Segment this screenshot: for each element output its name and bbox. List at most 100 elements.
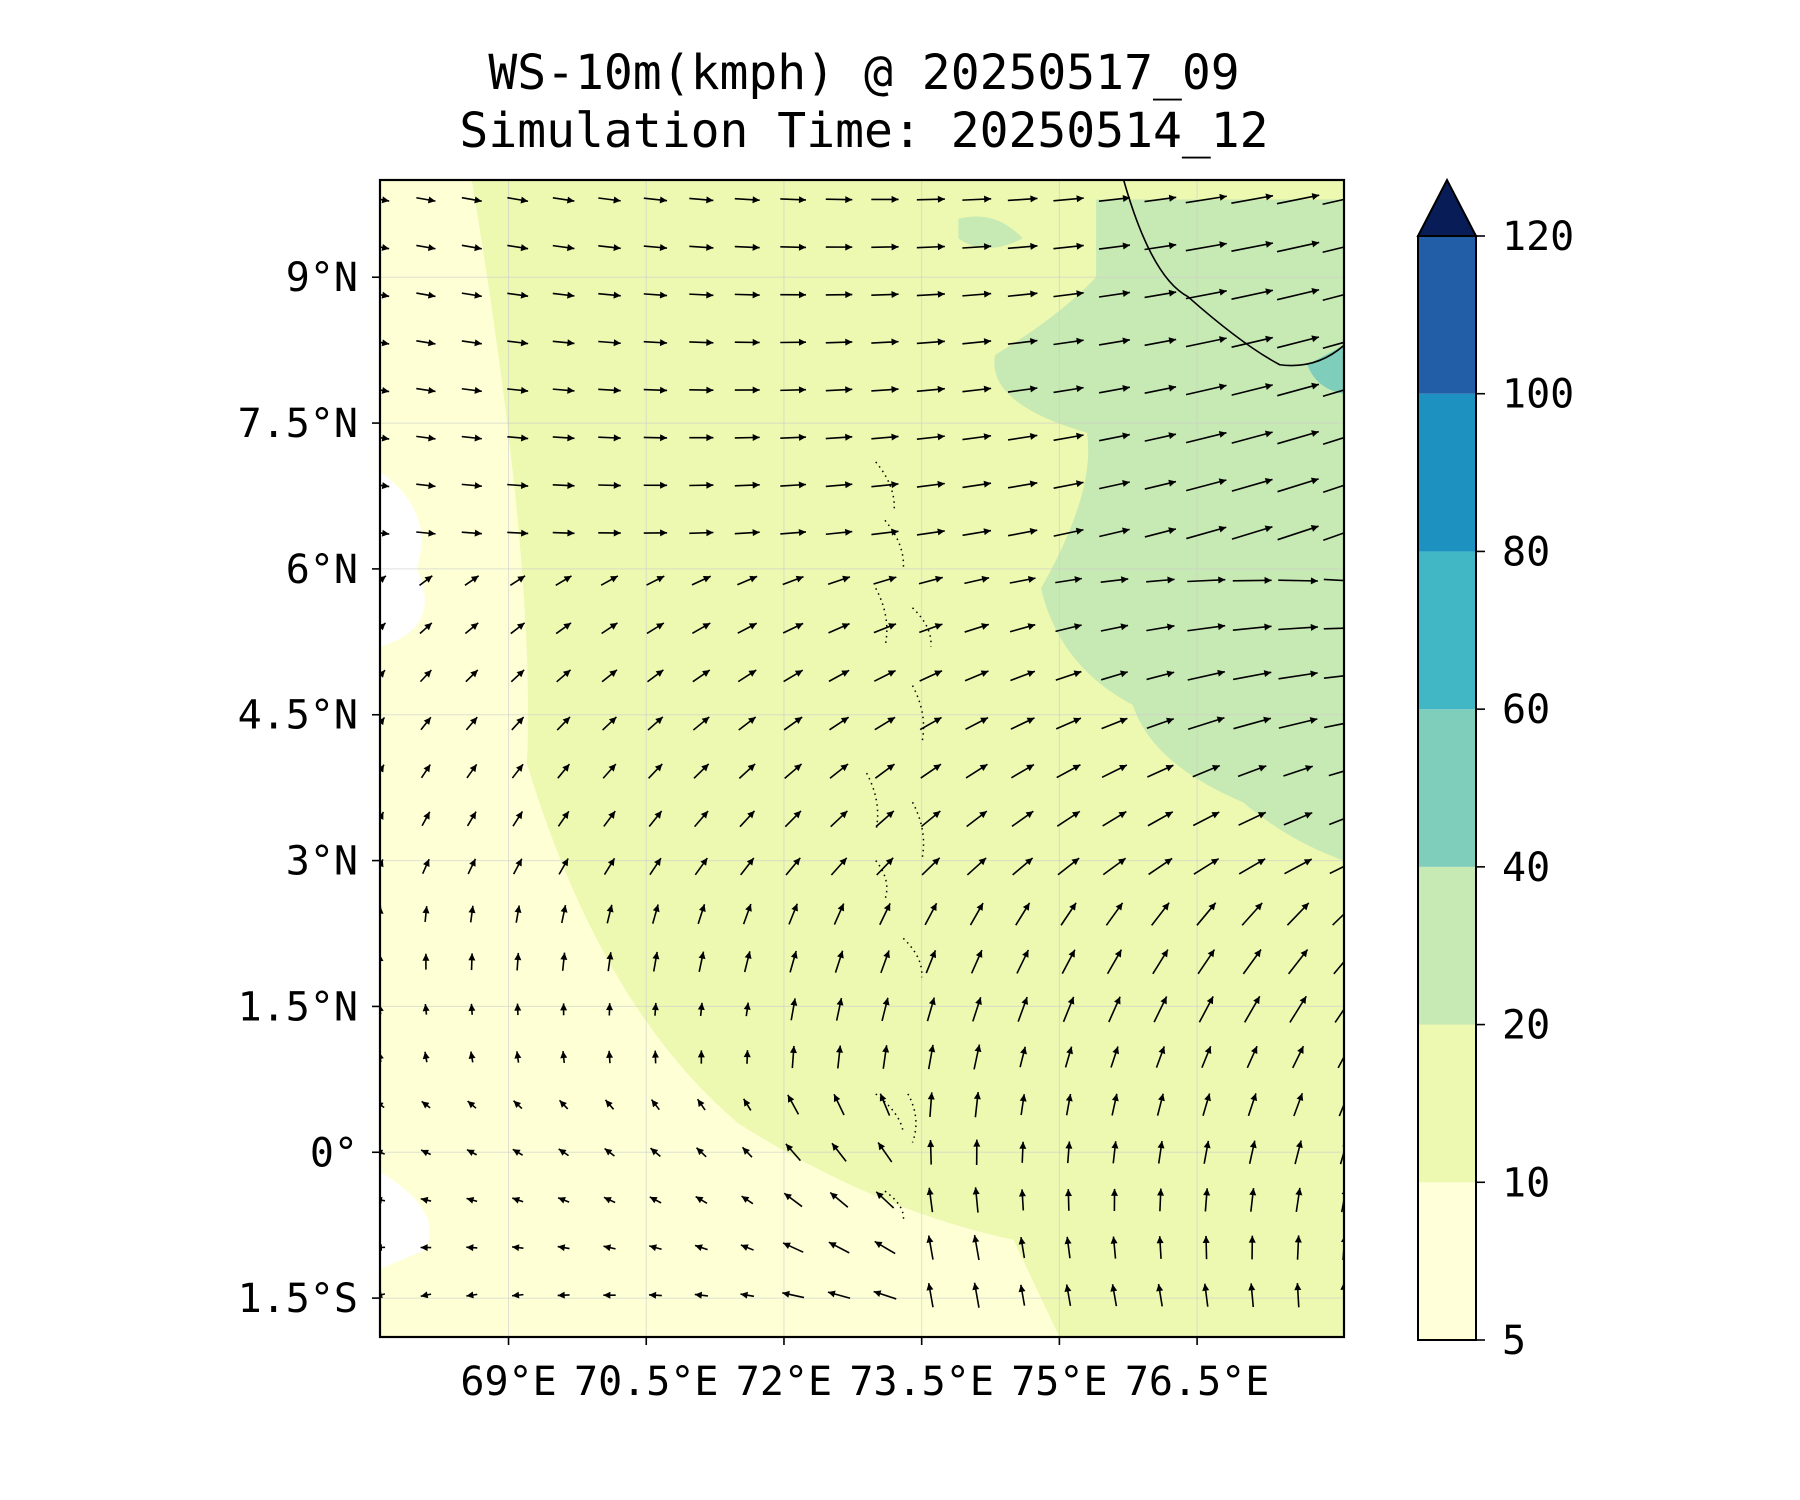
wind-arrow <box>697 903 706 925</box>
wind-arrow <box>558 858 569 875</box>
wind-arrow <box>692 669 711 683</box>
wind-arrow-head <box>1064 1189 1072 1197</box>
wind-arrow <box>651 1050 659 1064</box>
wind-arrow-head <box>934 670 943 677</box>
wind-arrow <box>689 434 714 442</box>
wind-arrow-head <box>1357 382 1365 389</box>
colorbar-extend-arrow <box>1416 177 1478 237</box>
wind-arrow-shaft <box>1323 578 1344 582</box>
wind-arrow-head <box>784 1193 792 1201</box>
wind-arrow-head <box>929 950 937 959</box>
wind-arrow-head <box>706 339 714 347</box>
wind-arrow <box>1322 246 1344 254</box>
wind-arrow-head <box>1120 576 1129 584</box>
wind-arrow <box>1277 477 1319 493</box>
wind-arrow-head <box>983 480 992 488</box>
wind-arrow-shaft <box>1231 478 1273 492</box>
wind-arrow-head <box>652 904 660 913</box>
wind-arrow-head <box>613 196 621 204</box>
wind-arrow-head <box>1111 1141 1119 1149</box>
wind-arrow-head <box>466 1196 475 1204</box>
wind-arrow <box>921 857 941 876</box>
wind-arrow-head <box>512 1291 520 1299</box>
calm-patch <box>380 471 425 647</box>
wind-arrow <box>966 810 988 828</box>
wind-arrow-head <box>474 482 482 490</box>
wind-arrow-head <box>606 1050 614 1059</box>
wind-arrow-head <box>1157 1188 1165 1196</box>
wind-arrow <box>1233 716 1272 730</box>
wind-arrow <box>603 1291 616 1299</box>
wind-arrow-head <box>1265 288 1273 296</box>
wind-arrow-head <box>560 1051 568 1059</box>
wind-arrow-head <box>1254 949 1262 958</box>
wind-arrow-head <box>423 859 430 867</box>
wind-arrow <box>972 1187 980 1213</box>
wind-arrow-head <box>933 717 942 724</box>
wind-arrow <box>643 481 668 489</box>
wind-arrow <box>1192 764 1221 778</box>
wind-arrow-head <box>701 763 709 772</box>
wind-arrow-shaft <box>1322 198 1344 206</box>
wind-arrow-head <box>1156 1236 1164 1244</box>
wind-arrow <box>649 857 662 876</box>
wind-arrow <box>1328 817 1344 826</box>
wind-arrow <box>785 857 801 876</box>
wind-arrow <box>507 339 529 347</box>
wind-arrow-head <box>1265 193 1274 201</box>
wind-arrow-head <box>743 1050 751 1058</box>
wind-arrow <box>1187 669 1226 681</box>
wind-arrow-head <box>873 1290 882 1297</box>
wind-arrow-head <box>706 196 714 204</box>
wind-arrow <box>966 857 987 876</box>
wind-arrow-shaft <box>1340 1195 1344 1213</box>
wind-arrow-head <box>1164 811 1173 819</box>
wind-arrow-head <box>1257 858 1266 866</box>
wind-arrow <box>646 669 664 683</box>
atoll <box>875 1093 905 1133</box>
wind-arrow-head <box>381 291 390 299</box>
wind-arrow <box>738 716 757 731</box>
wind-arrow <box>919 670 943 682</box>
wind-arrow-head <box>798 528 806 536</box>
wind-arrow-head <box>1347 950 1354 958</box>
x-tick-label: 73.5°E <box>849 1359 994 1405</box>
wind-arrow-head <box>937 528 945 536</box>
wind-arrow-head <box>932 810 941 819</box>
wind-arrow-head <box>840 717 849 724</box>
wind-arrow <box>1101 717 1128 730</box>
wind-arrow-head <box>882 997 890 1006</box>
wind-arrow-head <box>1357 477 1365 484</box>
wind-arrow <box>649 1291 662 1299</box>
wind-arrow <box>1287 949 1309 975</box>
wind-arrow <box>926 1235 934 1260</box>
wind-arrow <box>734 386 760 394</box>
wind-arrow-shaft <box>1322 389 1344 398</box>
wind-arrow <box>416 291 436 299</box>
wind-arrow <box>831 1142 847 1162</box>
wind-arrow <box>416 482 436 490</box>
wind-arrow <box>1186 525 1227 540</box>
wind-arrow-head <box>1022 902 1030 911</box>
wind-arrow <box>643 244 668 251</box>
y-tick-label: 6°N <box>286 547 358 593</box>
wind-arrow-head <box>1069 902 1077 911</box>
wind-arrow <box>1283 811 1313 826</box>
wind-arrow-head <box>1295 1187 1303 1196</box>
wind-arrow <box>691 622 711 635</box>
atoll <box>875 860 888 900</box>
wind-arrow <box>1232 670 1272 681</box>
wind-arrow-head <box>1311 287 1320 295</box>
wind-arrow <box>965 716 989 731</box>
wind-arrow-head <box>474 386 482 394</box>
wind-arrow-shaft <box>1322 341 1344 350</box>
wind-arrow-head <box>975 997 982 1006</box>
wind-arrow-head <box>1076 337 1084 345</box>
wind-arrow <box>461 291 482 299</box>
wind-arrow-head <box>702 623 711 630</box>
wind-arrow <box>1053 527 1084 537</box>
wind-arrow <box>1016 949 1030 974</box>
wind-arrow-head <box>422 953 430 961</box>
wind-arrow-head <box>1117 858 1126 866</box>
wind-arrow <box>787 1094 800 1115</box>
